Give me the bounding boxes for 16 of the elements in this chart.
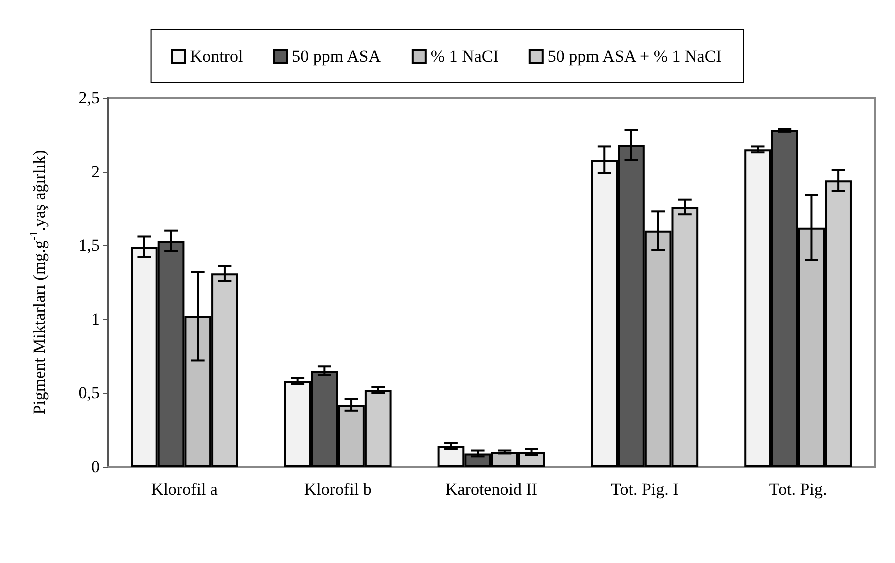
x-tick-label: Karotenoid II: [445, 480, 538, 499]
x-tick-label: Klorofil b: [304, 480, 372, 499]
y-tick-label: 2,5: [78, 88, 100, 108]
x-tick-label: Klorofil a: [151, 480, 218, 499]
y-axis-title: Pigment Miktarları (mg.g-1.yaş ağırlık): [28, 150, 49, 415]
x-tick-label: Tot. Pig.: [769, 480, 828, 499]
x-tick-label: Tot. Pig. I: [611, 480, 680, 499]
y-tick-label: 1,5: [78, 236, 100, 256]
legend-label: % 1 NaCI: [430, 47, 500, 66]
y-tick-label: 2: [92, 162, 100, 182]
y-tick-label: 0: [92, 458, 100, 476]
legend-label: 50 ppm ASA: [292, 47, 382, 66]
legend-label: Kontrol: [190, 47, 244, 66]
y-tick-label: 0,5: [78, 384, 100, 403]
legend-label: 50 ppm ASA + % 1 NaCI: [548, 47, 722, 66]
y-tick-label: 1: [92, 310, 100, 329]
